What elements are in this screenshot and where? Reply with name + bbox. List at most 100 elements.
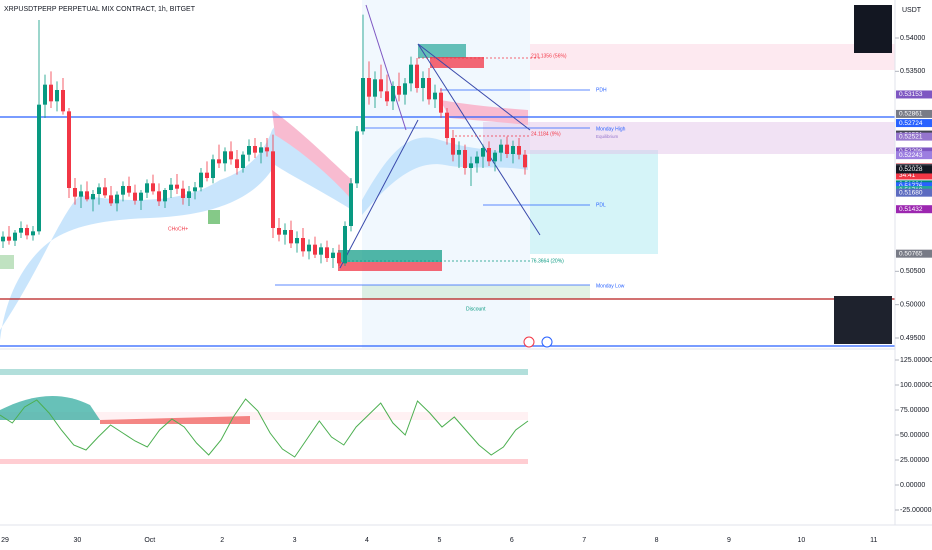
annotation: PDH: [596, 87, 607, 93]
osc-tick-label: 100.00000: [900, 382, 932, 389]
neutral-band: [0, 412, 528, 420]
signal-strip: [0, 459, 528, 464]
osc-tick-label: 125.00000: [900, 357, 932, 364]
candle-body: [349, 183, 353, 226]
candle-body: [427, 78, 431, 100]
x-tick-label: 7: [582, 537, 586, 544]
trail-band: [362, 137, 528, 215]
trail-band: [0, 120, 352, 340]
candle-body: [469, 163, 473, 168]
candle-body: [121, 186, 125, 195]
candle-body: [373, 79, 377, 97]
candle-body: [271, 151, 275, 228]
candle-body: [283, 230, 287, 235]
candle-body: [241, 154, 245, 168]
order-block: [430, 57, 484, 68]
candle-body: [433, 92, 437, 100]
candle-body: [163, 190, 167, 202]
candle-body: [61, 90, 65, 112]
candle-body: [445, 112, 449, 138]
x-tick-label: 5: [437, 537, 441, 544]
candle-body: [409, 64, 413, 84]
signal-strip: [0, 369, 528, 375]
candle-body: [343, 226, 347, 264]
candle-body: [391, 86, 395, 102]
candle-body: [517, 146, 521, 155]
candle-body: [211, 159, 215, 178]
candle-body: [331, 252, 335, 258]
price-tag: [896, 165, 932, 174]
candle-body: [463, 150, 467, 168]
candle-body: [13, 232, 17, 241]
trail-band-bear: [440, 100, 528, 125]
widget: [834, 296, 892, 344]
candle-body: [85, 191, 89, 200]
candle-body: [361, 78, 365, 132]
x-tick-label: 11: [870, 537, 877, 544]
candle-body: [55, 90, 59, 102]
price-tag-label: 0.52243: [899, 152, 923, 159]
candle-body: [139, 192, 143, 201]
osc-tick-label: -25.00000: [900, 507, 932, 514]
candle-body: [403, 83, 407, 95]
osc-tick-label: 25.00000: [900, 457, 929, 464]
fvg-box: [530, 150, 658, 254]
y-tick-label: 0.50000: [900, 302, 925, 309]
marker-box: [208, 210, 220, 224]
trend-line: [417, 43, 541, 236]
annotation: Discount: [466, 306, 486, 312]
candle-body: [421, 78, 425, 88]
price-tag: [896, 151, 932, 160]
candle-body: [511, 146, 515, 154]
x-tick-label: 2: [220, 537, 224, 544]
price-tag: [896, 132, 932, 141]
price-tag: [896, 188, 932, 197]
candle-body: [247, 146, 251, 155]
candle-body: [157, 191, 161, 202]
momentum-area: [100, 416, 250, 424]
candle-body: [367, 78, 371, 97]
candle-body: [301, 238, 305, 252]
osc-tick-label: 75.00000: [900, 407, 929, 414]
candle-body: [523, 154, 527, 168]
y-tick-label: 0.49500: [900, 335, 925, 342]
candle-body: [169, 184, 173, 190]
y-tick-label: 0.54000: [900, 35, 925, 42]
candle-body: [67, 111, 71, 188]
candle-body: [127, 186, 131, 193]
candle-body: [313, 244, 317, 255]
discount-zone: [362, 285, 590, 299]
price-tag: [896, 249, 932, 258]
candle-body: [493, 152, 497, 162]
candle-body: [295, 238, 299, 244]
candle-body: [133, 192, 137, 201]
candle-body: [217, 159, 221, 164]
candle-body: [79, 191, 83, 197]
candle-body: [229, 151, 233, 160]
price-tag: [896, 205, 932, 214]
candle-body: [337, 252, 341, 264]
candle-body: [193, 187, 197, 192]
x-tick-label: 30: [74, 537, 82, 544]
trail-band-bear: [272, 110, 352, 200]
candle-body: [187, 191, 191, 198]
osc-tick-label: 50.00000: [900, 432, 929, 439]
candle-body: [49, 84, 53, 102]
annotation: 76.3664 (20%): [531, 258, 564, 264]
y-tick-label: 0.50500: [900, 268, 925, 275]
x-tick-label: 10: [798, 537, 806, 544]
candle-body: [277, 228, 281, 235]
momentum-area: [0, 395, 100, 420]
event-icon: [523, 336, 535, 348]
candle-body: [199, 172, 203, 188]
order-block: [338, 250, 442, 262]
countdown: 34:41: [899, 172, 916, 179]
annotation: Monday Low: [596, 283, 625, 289]
annotation: Equilibrium: [596, 134, 619, 139]
candle-body: [379, 79, 383, 92]
countdown-tag: [896, 171, 932, 180]
annotation: PDL: [596, 202, 606, 208]
event-icon: [541, 336, 553, 348]
candle-body: [43, 84, 47, 105]
